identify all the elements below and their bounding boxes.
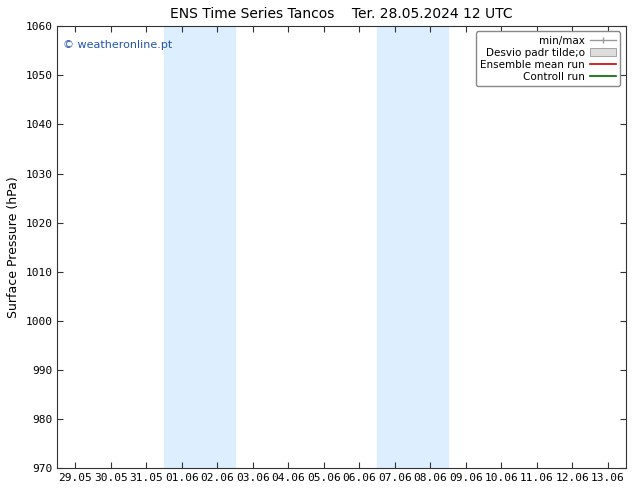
Title: ENS Time Series Tancos    Ter. 28.05.2024 12 UTC: ENS Time Series Tancos Ter. 28.05.2024 1… <box>170 7 513 21</box>
Legend: min/max, Desvio padr tilde;o, Ensemble mean run, Controll run: min/max, Desvio padr tilde;o, Ensemble m… <box>476 31 620 86</box>
Bar <box>164 26 235 468</box>
Y-axis label: Surface Pressure (hPa): Surface Pressure (hPa) <box>7 176 20 318</box>
Text: © weatheronline.pt: © weatheronline.pt <box>63 40 172 49</box>
Bar <box>377 26 448 468</box>
